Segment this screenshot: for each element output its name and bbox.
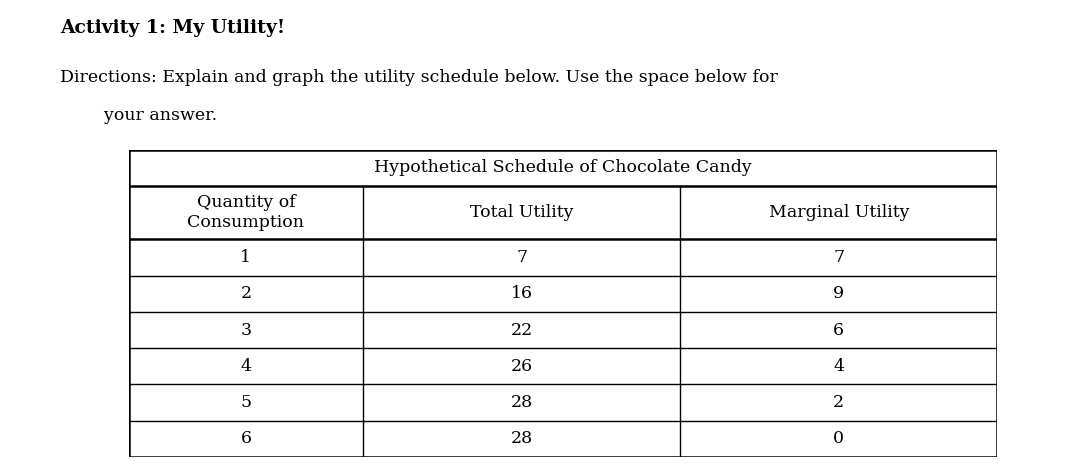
- Text: Total Utility: Total Utility: [470, 204, 573, 221]
- Text: 2: 2: [833, 394, 845, 411]
- Text: 7: 7: [517, 249, 528, 266]
- Text: 28: 28: [510, 430, 533, 447]
- Text: 4: 4: [241, 358, 252, 375]
- Text: Marginal Utility: Marginal Utility: [768, 204, 909, 221]
- Text: 5: 5: [240, 394, 252, 411]
- Text: 22: 22: [510, 322, 533, 339]
- Text: 9: 9: [833, 285, 845, 302]
- Text: 1: 1: [241, 249, 252, 266]
- Text: 6: 6: [241, 430, 252, 447]
- Text: Hypothetical Schedule of Chocolate Candy: Hypothetical Schedule of Chocolate Candy: [374, 159, 752, 176]
- Text: 26: 26: [510, 358, 533, 375]
- Text: 28: 28: [510, 394, 533, 411]
- Text: Activity 1: My Utility!: Activity 1: My Utility!: [60, 19, 286, 37]
- Text: your answer.: your answer.: [60, 107, 217, 124]
- Text: 0: 0: [834, 430, 845, 447]
- Text: 2: 2: [240, 285, 252, 302]
- Text: 16: 16: [511, 285, 533, 302]
- Text: Directions: Explain and graph the utility schedule below. Use the space below fo: Directions: Explain and graph the utilit…: [60, 69, 778, 86]
- Text: 3: 3: [240, 322, 252, 339]
- Text: Quantity of
Consumption: Quantity of Consumption: [187, 194, 304, 231]
- Text: 7: 7: [833, 249, 845, 266]
- Text: 4: 4: [834, 358, 845, 375]
- Text: 6: 6: [834, 322, 845, 339]
